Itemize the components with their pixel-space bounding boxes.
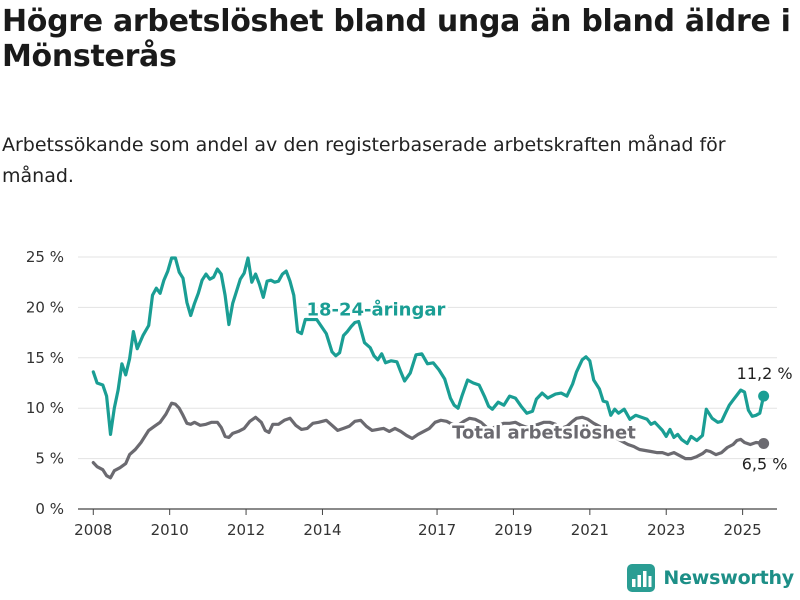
end-point-total	[758, 437, 770, 449]
chart-title: Högre arbetslöshet bland unga än bland ä…	[2, 4, 791, 74]
y-tick-label: 0 %	[35, 500, 64, 518]
x-tick-label: 2021	[571, 521, 609, 539]
brand-logo: Newsworthy	[627, 564, 794, 592]
line-chart: 0 %5 %10 %15 %20 %25 % 2008 2010 2012 2014 2…	[26, 248, 793, 539]
end-label-total: 6,5 %	[742, 454, 788, 473]
y-axis: 0 % 5 % 10 % 15 % 20 % 25 %	[26, 248, 64, 518]
x-tick-label: 2017	[418, 521, 456, 539]
y-tick-label: 15 %	[26, 349, 64, 367]
y-tick-label: 25 %	[26, 248, 64, 266]
series-lines	[91, 256, 770, 480]
series-name-total: Total arbetslöshet	[452, 422, 636, 443]
chart-subtitle: Arbetssökande som andel av den registerb…	[2, 134, 726, 187]
x-tick-label: 2010	[151, 521, 189, 539]
y-tick-label: 10 %	[26, 399, 64, 417]
x-tick-label: 2014	[303, 521, 341, 539]
x-tick-label: 2023	[647, 521, 685, 539]
x-axis: 2008 2010 2012 2014 2017 2019 2021 2023 2025	[74, 508, 777, 539]
brand-name: Newsworthy	[663, 567, 794, 589]
y-tick-label: 5 %	[35, 450, 64, 468]
y-tick-label: 20 %	[26, 298, 64, 316]
x-tick-label: 2025	[724, 521, 762, 539]
end-point-youth	[758, 390, 770, 402]
end-label-youth: 11,2 %	[737, 364, 793, 383]
series-line-total	[91, 401, 766, 480]
x-tick-label: 2012	[227, 521, 265, 539]
series-name-youth: 18-24-åringar	[306, 298, 445, 320]
newsworthy-logo-icon	[627, 564, 656, 592]
series-labels: 18-24-åringar Total arbetslöshet 11,2 % 6,5…	[304, 296, 793, 474]
series-line-youth	[91, 256, 766, 446]
x-tick-label: 2019	[494, 521, 532, 539]
x-tick-label: 2008	[74, 521, 112, 539]
